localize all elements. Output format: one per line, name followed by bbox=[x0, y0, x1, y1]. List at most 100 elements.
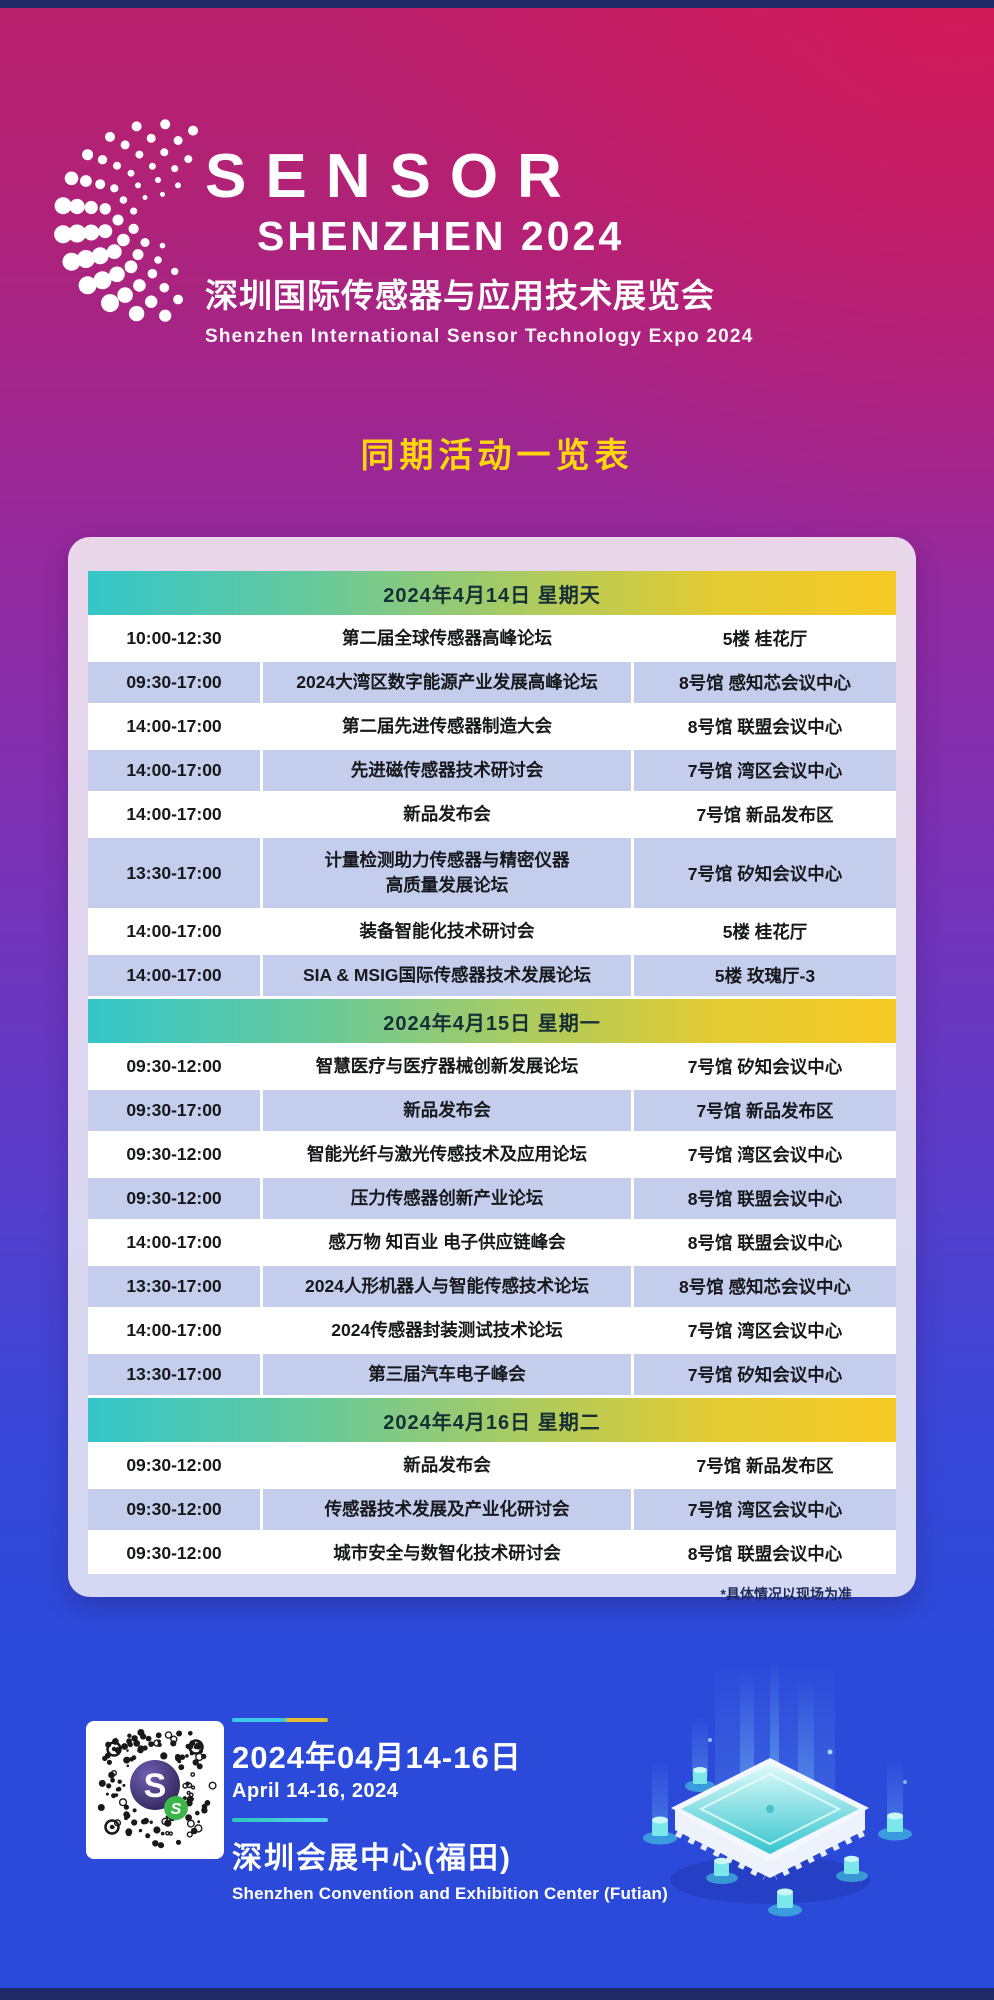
row-event: 2024大湾区数字能源产业发展高峰论坛 bbox=[263, 662, 631, 703]
row-venue: 7号馆 新品发布区 bbox=[634, 1445, 896, 1486]
qr-code: S S bbox=[86, 1721, 224, 1859]
row-venue: 5楼 玫瑰厅-3 bbox=[634, 955, 896, 996]
row-time: 14:00-17:00 bbox=[88, 955, 260, 996]
row-venue: 7号馆 矽知会议中心 bbox=[634, 838, 896, 908]
accent-line bbox=[232, 1718, 328, 1722]
top-edge-bar bbox=[0, 0, 994, 8]
row-venue: 8号馆 联盟会议中心 bbox=[634, 1533, 896, 1574]
schedule-row: 14:00-17:00 先进磁传感器技术研讨会 7号馆 湾区会议中心 bbox=[88, 750, 896, 791]
row-venue: 8号馆 感知芯会议中心 bbox=[634, 662, 896, 703]
row-venue: 8号馆 联盟会议中心 bbox=[634, 1178, 896, 1219]
schedule-row: 14:00-17:00 感万物 知百业 电子供应链峰会 8号馆 联盟会议中心 bbox=[88, 1222, 896, 1263]
row-time: 14:00-17:00 bbox=[88, 911, 260, 952]
row-venue: 7号馆 矽知会议中心 bbox=[634, 1354, 896, 1395]
row-venue: 7号馆 新品发布区 bbox=[634, 1090, 896, 1131]
schedule-row: 09:30-12:00 智慧医疗与医疗器械创新发展论坛 7号馆 矽知会议中心 bbox=[88, 1046, 896, 1087]
row-venue: 7号馆 湾区会议中心 bbox=[634, 1134, 896, 1175]
row-venue: 5楼 桂花厅 bbox=[634, 618, 896, 659]
row-time: 09:30-12:00 bbox=[88, 1178, 260, 1219]
row-event: 新品发布会 bbox=[263, 1445, 631, 1486]
row-event: 智慧医疗与医疗器械创新发展论坛 bbox=[263, 1046, 631, 1087]
sensor-node-icon bbox=[836, 1855, 868, 1882]
row-event: 新品发布会 bbox=[263, 794, 631, 835]
row-time: 13:30-17:00 bbox=[88, 1354, 260, 1395]
row-time: 14:00-17:00 bbox=[88, 794, 260, 835]
schedule-row: 09:30-12:00 传感器技术发展及产业化研讨会 7号馆 湾区会议中心 bbox=[88, 1489, 896, 1530]
schedule-row: 13:30-17:00 2024人形机器人与智能传感技术论坛 8号馆 感知芯会议中心 bbox=[88, 1266, 896, 1307]
row-time: 14:00-17:00 bbox=[88, 1222, 260, 1263]
miniprogram-qr-icon: S S bbox=[97, 1729, 217, 1849]
row-time: 09:30-17:00 bbox=[88, 662, 260, 703]
bottom-edge-bar bbox=[0, 1988, 994, 2000]
chip-illustration bbox=[643, 1662, 912, 1917]
dotted-globe-logo-icon bbox=[54, 119, 199, 322]
row-venue: 5楼 桂花厅 bbox=[634, 911, 896, 952]
schedule-row: 14:00-17:00 装备智能化技术研讨会 5楼 桂花厅 bbox=[88, 911, 896, 952]
row-venue: 8号馆 联盟会议中心 bbox=[634, 1222, 896, 1263]
row-venue: 7号馆 湾区会议中心 bbox=[634, 1310, 896, 1351]
schedule-card: 2024年4月14日 星期天 10:00-12:30 第二届全球传感器高峰论坛 5楼 … bbox=[68, 537, 916, 1602]
schedule-row: 14:00-17:00 新品发布会 7号馆 新品发布区 bbox=[88, 794, 896, 835]
row-event: 2024人形机器人与智能传感技术论坛 bbox=[263, 1266, 631, 1307]
row-event: 第三届汽车电子峰会 bbox=[263, 1354, 631, 1395]
row-time: 09:30-12:00 bbox=[88, 1489, 260, 1530]
logo-title-cn: 深圳国际传感器与应用技术展览会 bbox=[205, 277, 715, 314]
row-venue: 7号馆 湾区会议中心 bbox=[634, 1489, 896, 1530]
event-dates-en: April 14-16, 2024 bbox=[232, 1780, 399, 1802]
logo-block: SENSOR SHENZHEN 2024 深圳国际传感器与应用技术展览会 She… bbox=[205, 146, 753, 348]
schedule-row: 14:00-17:00 2024传感器封装测试技术论坛 7号馆 湾区会议中心 bbox=[88, 1310, 896, 1351]
schedule-row: 09:30-12:00 压力传感器创新产业论坛 8号馆 联盟会议中心 bbox=[88, 1178, 896, 1219]
logo-subtitle: SHENZHEN 2024 bbox=[257, 213, 625, 259]
accent-line bbox=[232, 1818, 328, 1822]
row-event: 2024传感器封装测试技术论坛 bbox=[263, 1310, 631, 1351]
row-event: 新品发布会 bbox=[263, 1090, 631, 1131]
row-time: 14:00-17:00 bbox=[88, 706, 260, 747]
row-event: 装备智能化技术研讨会 bbox=[263, 911, 631, 952]
schedule-row: 09:30-12:00 智能光纤与激光传感技术及应用论坛 7号馆 湾区会议中心 bbox=[88, 1134, 896, 1175]
qr-center-letter: S bbox=[144, 1767, 167, 1805]
logo-title-en: Shenzhen International Sensor Technology… bbox=[205, 326, 754, 347]
row-venue: 8号馆 联盟会议中心 bbox=[634, 706, 896, 747]
wechat-icon-letter: S bbox=[171, 1801, 182, 1818]
row-venue: 7号馆 湾区会议中心 bbox=[634, 750, 896, 791]
row-time: 13:30-17:00 bbox=[88, 1266, 260, 1307]
schedule-table: 2024年4月14日 星期天 10:00-12:30 第二届全球传感器高峰论坛 5楼 … bbox=[88, 571, 896, 1574]
sensor-node-icon bbox=[768, 1888, 802, 1917]
row-time: 09:30-17:00 bbox=[88, 1090, 260, 1131]
schedule-row: 13:30-17:00 第三届汽车电子峰会 7号馆 矽知会议中心 bbox=[88, 1354, 896, 1395]
row-event: 先进磁传感器技术研讨会 bbox=[263, 750, 631, 791]
schedule-row: 13:30-17:00 计量检测助力传感器与精密仪器 高质量发展论坛 7号馆 矽知会… bbox=[88, 838, 896, 908]
day-header: 2024年4月15日 星期一 bbox=[88, 999, 896, 1043]
schedule-row: 14:00-17:00 第二届先进传感器制造大会 8号馆 联盟会议中心 bbox=[88, 706, 896, 747]
schedule-row: 09:30-12:00 新品发布会 7号馆 新品发布区 bbox=[88, 1445, 896, 1486]
logo-title: SENSOR bbox=[205, 142, 581, 211]
event-dates-cn: 2024年04月14-16日 bbox=[232, 1740, 522, 1775]
row-venue: 7号馆 新品发布区 bbox=[634, 794, 896, 835]
row-time: 14:00-17:00 bbox=[88, 1310, 260, 1351]
row-event: 智能光纤与激光传感技术及应用论坛 bbox=[263, 1134, 631, 1175]
sensor-node-icon bbox=[685, 1767, 715, 1792]
row-event: SIA & MSIG国际传感器技术发展论坛 bbox=[263, 955, 631, 996]
row-event: 传感器技术发展及产业化研讨会 bbox=[263, 1489, 631, 1530]
footer-info: 2024年04月14-16日 April 14-16, 2024 深圳会展中心(… bbox=[232, 1718, 668, 1904]
qr-center-sphere bbox=[130, 1760, 180, 1810]
row-time: 09:30-12:00 bbox=[88, 1046, 260, 1087]
row-event: 第二届先进传感器制造大会 bbox=[263, 706, 631, 747]
row-event: 感万物 知百业 电子供应链峰会 bbox=[263, 1222, 631, 1263]
row-event: 城市安全与数智化技术研讨会 bbox=[263, 1533, 631, 1574]
row-venue: 8号馆 感知芯会议中心 bbox=[634, 1266, 896, 1307]
day-header: 2024年4月14日 星期天 bbox=[88, 571, 896, 615]
row-time: 09:30-12:00 bbox=[88, 1445, 260, 1486]
schedule-row: 10:00-12:30 第二届全球传感器高峰论坛 5楼 桂花厅 bbox=[88, 618, 896, 659]
sensor-node-icon bbox=[706, 1857, 738, 1884]
day-header: 2024年4月16日 星期二 bbox=[88, 1398, 896, 1442]
sensor-node-icon bbox=[643, 1816, 677, 1845]
venue-cn: 深圳会展中心(福田) bbox=[232, 1842, 512, 1875]
row-time: 10:00-12:30 bbox=[88, 618, 260, 659]
schedule-row: 14:00-17:00 SIA & MSIG国际传感器技术发展论坛 5楼 玫瑰厅-3 bbox=[88, 955, 896, 996]
row-venue: 7号馆 矽知会议中心 bbox=[634, 1046, 896, 1087]
row-event: 压力传感器创新产业论坛 bbox=[263, 1178, 631, 1219]
row-time: 13:30-17:00 bbox=[88, 838, 260, 908]
row-time: 14:00-17:00 bbox=[88, 750, 260, 791]
